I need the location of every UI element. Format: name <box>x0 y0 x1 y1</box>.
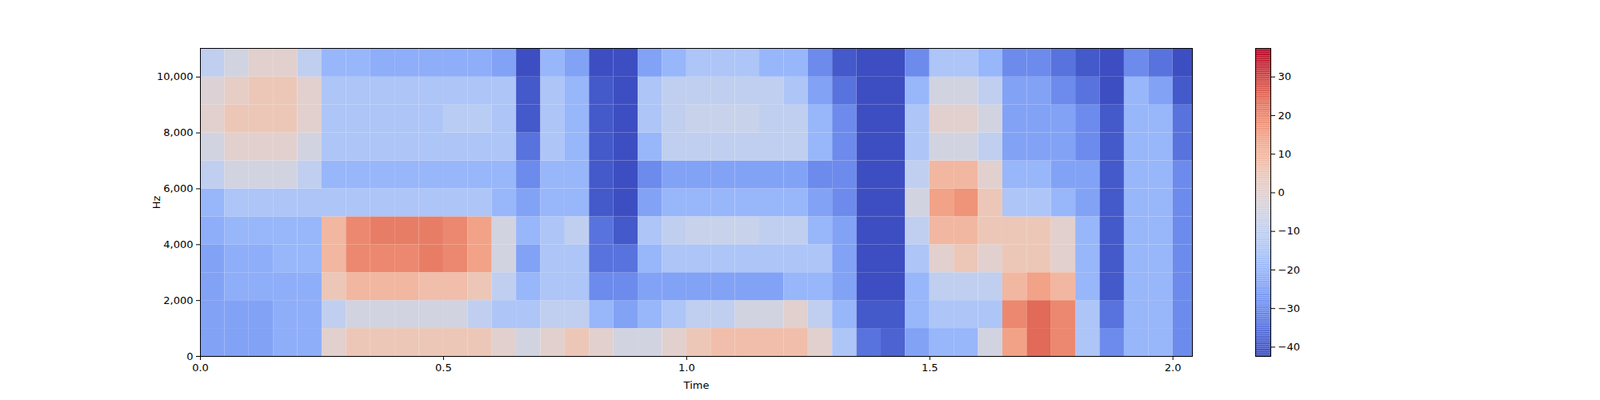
svg-text:30: 30 <box>1278 70 1292 83</box>
svg-text:8,000: 8,000 <box>163 126 193 139</box>
svg-text:0.0: 0.0 <box>192 361 209 374</box>
svg-text:1.5: 1.5 <box>921 361 939 374</box>
svg-text:−20: −20 <box>1278 264 1300 276</box>
svg-text:0.5: 0.5 <box>435 361 452 374</box>
svg-text:−10: −10 <box>1278 224 1300 237</box>
svg-text:0: 0 <box>186 350 193 363</box>
svg-text:1.0: 1.0 <box>678 361 696 374</box>
svg-text:Time: Time <box>683 379 710 392</box>
svg-text:10: 10 <box>1278 148 1292 160</box>
svg-text:6,000: 6,000 <box>163 182 193 195</box>
svg-text:4,000: 4,000 <box>163 238 193 251</box>
svg-text:0: 0 <box>1278 186 1285 199</box>
svg-text:10,000: 10,000 <box>156 70 194 83</box>
svg-text:2.0: 2.0 <box>1164 361 1182 374</box>
svg-text:−40: −40 <box>1278 340 1300 353</box>
svg-text:2,000: 2,000 <box>163 294 193 307</box>
svg-text:Hz: Hz <box>150 196 163 210</box>
svg-text:−30: −30 <box>1278 302 1300 315</box>
svg-text:20: 20 <box>1278 109 1292 122</box>
